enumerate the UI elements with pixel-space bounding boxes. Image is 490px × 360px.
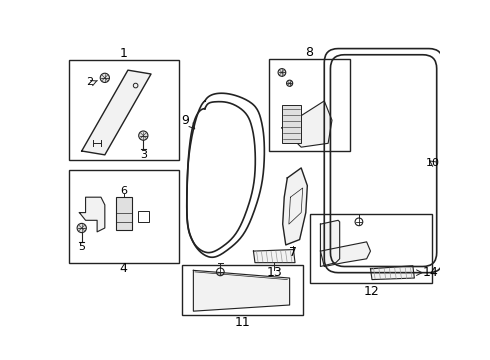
Circle shape [287, 80, 293, 86]
Text: 2: 2 [86, 77, 93, 87]
Bar [282, 105, 301, 143]
Polygon shape [320, 220, 340, 266]
Polygon shape [253, 249, 295, 263]
Bar [311, 214, 432, 283]
Text: 14: 14 [423, 266, 439, 279]
Circle shape [100, 73, 109, 82]
Text: 3: 3 [140, 150, 147, 160]
Text: 4: 4 [120, 262, 127, 275]
Bar [182, 265, 303, 315]
Polygon shape [370, 266, 415, 280]
Text: 1: 1 [120, 48, 127, 60]
Text: 12: 12 [364, 285, 379, 298]
Circle shape [77, 223, 86, 233]
Text: 13: 13 [267, 266, 282, 279]
Polygon shape [82, 70, 151, 155]
Polygon shape [283, 168, 307, 245]
Polygon shape [320, 242, 370, 266]
Text: 5: 5 [78, 242, 85, 252]
Bar [69, 60, 179, 160]
Circle shape [278, 69, 286, 76]
Polygon shape [282, 101, 332, 147]
Bar [69, 170, 179, 263]
Polygon shape [79, 197, 105, 232]
Text: 9: 9 [182, 114, 190, 127]
Bar [269, 59, 350, 151]
Bar [138, 211, 149, 222]
Text: 7: 7 [290, 246, 297, 259]
Text: 8: 8 [305, 46, 313, 59]
Polygon shape [194, 270, 290, 311]
Circle shape [139, 131, 148, 140]
Text: 6: 6 [121, 186, 127, 196]
Bar [117, 197, 132, 230]
Text: 11: 11 [235, 316, 250, 329]
Text: 10: 10 [426, 158, 440, 167]
